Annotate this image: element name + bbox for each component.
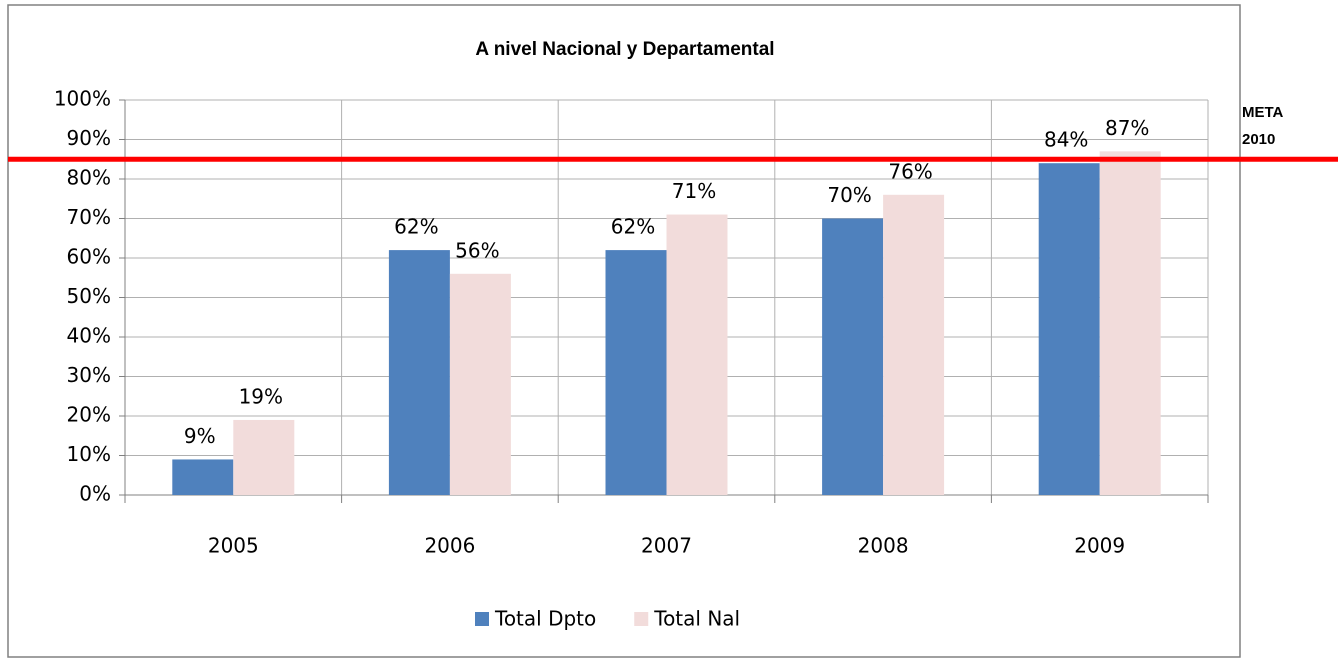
x-tick-label: 2008 [858,534,909,558]
chart-title: A nivel Nacional y Departamental [475,39,774,60]
y-tick-label: 90% [67,126,111,150]
y-tick-label: 20% [67,403,111,427]
x-tick-label: 2009 [1074,534,1125,558]
data-label: 19% [239,384,283,408]
y-tick-label: 80% [67,166,111,190]
data-label: 62% [394,215,438,239]
bar [605,250,667,495]
data-label: 9% [184,424,216,448]
bar [883,194,945,496]
bar [388,250,450,495]
x-tick-label: 2005 [208,534,259,558]
data-label: 70% [827,183,871,207]
y-tick-label: 60% [67,245,111,269]
data-label: 76% [888,159,932,183]
y-tick-label: 50% [67,284,111,308]
data-label: 56% [455,238,499,262]
y-tick-label: 100% [54,87,111,111]
data-label: 84% [1044,128,1088,152]
legend-label: Total Dpto [494,607,596,631]
y-tick-label: 0% [79,482,111,506]
x-tick-label: 2007 [641,534,692,558]
data-label: 62% [611,215,655,239]
legend-swatch [634,612,649,626]
legend-swatch [475,612,489,626]
bar [822,218,884,495]
x-tick-label: 2006 [424,534,475,558]
y-tick-label: 10% [67,442,111,466]
y-tick-label: 30% [67,363,111,387]
y-tick-label: 40% [67,324,111,348]
reference-label: 2010 [1242,131,1275,148]
bar [233,419,295,495]
data-label: 71% [672,179,716,203]
bar [1099,151,1161,495]
bar [449,273,511,495]
y-tick-label: 70% [67,205,111,229]
bar [666,214,728,496]
data-label: 87% [1105,116,1149,140]
legend-label: Total Nal [653,607,740,631]
reference-label: META [1242,104,1284,121]
bar [172,459,234,495]
bar [1038,163,1100,495]
